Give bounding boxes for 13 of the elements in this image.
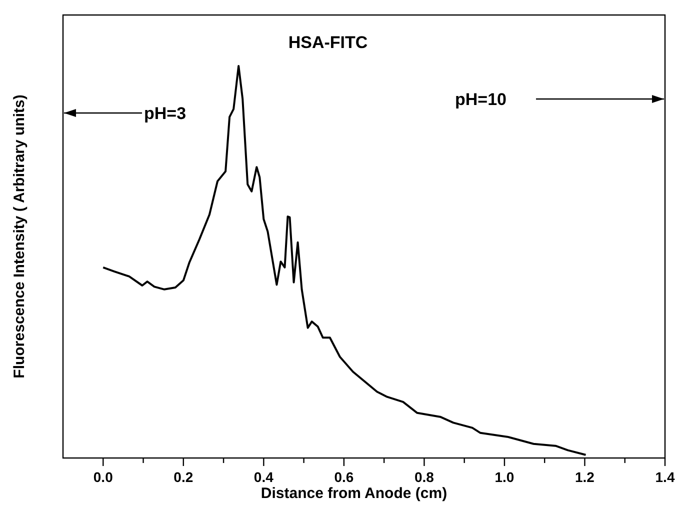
x-tick-label: 0.0: [93, 469, 114, 485]
chart-title: HSA-FITC: [288, 33, 368, 52]
x-tick-label: 0.8: [414, 469, 434, 485]
x-tick-label: 0.4: [254, 469, 274, 485]
x-axis-title: Distance from Anode (cm): [260, 485, 448, 502]
x-tick-label: 0.6: [334, 469, 354, 485]
x-tick-label: 1.2: [575, 469, 595, 485]
y-axis-title: Fluorescence Intensity ( Arbitrary units): [11, 94, 28, 378]
x-tick-label: 0.2: [174, 469, 194, 485]
x-tick-label: 1.0: [494, 469, 514, 485]
annotation: pH=3: [144, 104, 186, 123]
x-tick-label: 1.4: [655, 469, 675, 485]
annotation: pH=10: [455, 90, 506, 109]
